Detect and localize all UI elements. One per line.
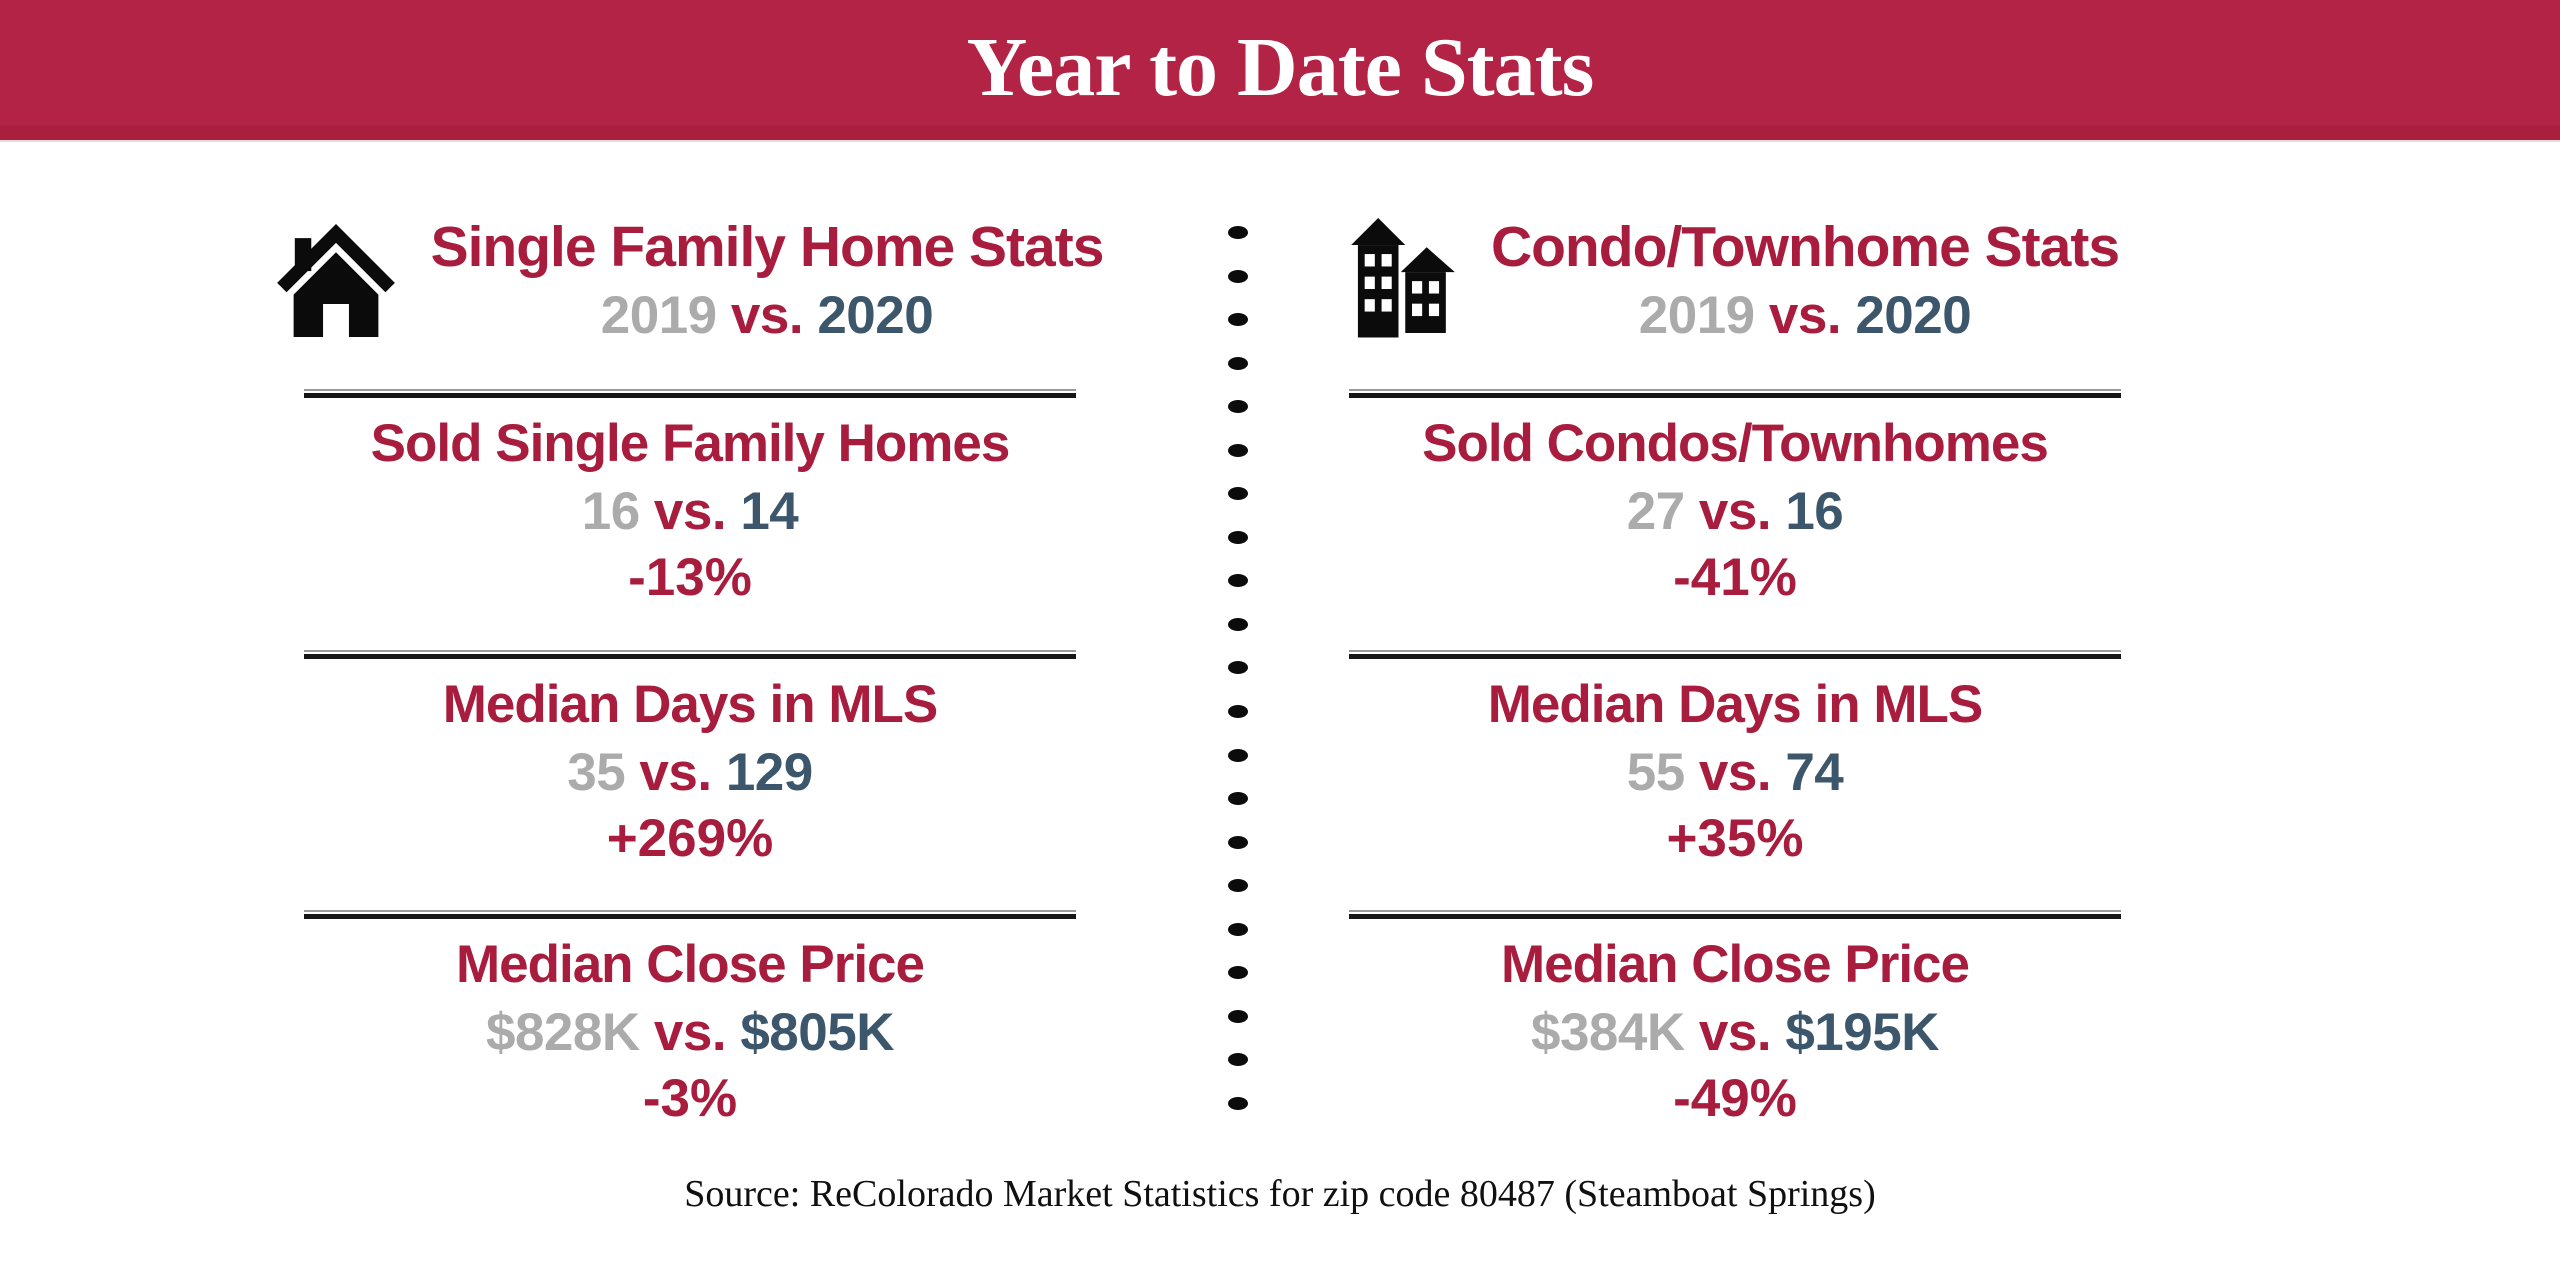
stat-values: 35 vs. 129	[443, 742, 937, 802]
stat-change: +269%	[606, 808, 774, 868]
dot	[1228, 443, 1248, 457]
dot	[1228, 835, 1248, 849]
stat-median-close-price: Median Close Price $384K vs. $195K -49%	[1500, 935, 1970, 1129]
dot	[1228, 748, 1248, 762]
dot	[1228, 792, 1248, 806]
vs-label: vs.	[1698, 482, 1772, 542]
year-2020: 2020	[817, 286, 934, 346]
dot	[1228, 879, 1248, 893]
value-2020: $195K	[1785, 1003, 1939, 1063]
vs-label: vs.	[1698, 742, 1772, 802]
dot	[1228, 487, 1248, 501]
value-2019: $384K	[1530, 1003, 1685, 1063]
value-2019: $828K	[485, 1003, 640, 1063]
stat-median-close-price: Median Close Price $828K vs. $805K -3%	[455, 935, 925, 1129]
year-2019: 2019	[600, 286, 717, 346]
value-2020: $805K	[740, 1003, 894, 1063]
stat-median-days: Median Days in MLS 55 vs. 74 +35%	[1487, 674, 1983, 868]
dotted-divider	[1228, 226, 1248, 1110]
stat-change: -13%	[628, 548, 752, 608]
value-2020: 16	[1785, 482, 1844, 542]
stat-label: Sold Single Family Homes	[370, 414, 1011, 473]
divider	[1349, 389, 2121, 398]
dot	[1228, 1053, 1248, 1067]
value-2020: 74	[1785, 742, 1844, 802]
stat-change: -3%	[642, 1069, 738, 1129]
condo-townhome-column: Condo/Townhome Stats 2019 vs. 2020 Sold …	[1295, 200, 2175, 1142]
dot	[1228, 966, 1248, 980]
divider	[1349, 910, 2121, 920]
stat-values: 16 vs. 14	[371, 484, 1010, 540]
years-line: 2019 vs. 2020	[1491, 288, 2119, 344]
dot	[1228, 269, 1248, 283]
title-bar: Year to Date Stats	[0, 0, 2560, 142]
stat-change: -41%	[1673, 548, 1797, 608]
stat-values: 27 vs. 16	[1422, 484, 2048, 540]
condo-icon	[1351, 218, 1455, 342]
stat-label: Sold Condos/Townhomes	[1422, 414, 2049, 473]
dot	[1228, 574, 1248, 588]
divider	[304, 649, 1076, 659]
condo-townhome-titles: Condo/Townhome Stats 2019 vs. 2020	[1490, 214, 2120, 345]
year-2019: 2019	[1638, 286, 1755, 346]
stat-change: +35%	[1666, 808, 1804, 868]
value-2020: 129	[725, 742, 813, 802]
dot	[1228, 661, 1248, 675]
vs-label: vs.	[639, 742, 712, 802]
divider	[1349, 649, 2121, 659]
stat-label: Median Close Price	[455, 935, 925, 995]
vs-label: vs.	[1698, 1003, 1772, 1063]
stat-values: $828K vs. $805K	[456, 1005, 924, 1061]
house-icon	[276, 223, 395, 337]
stat-median-days: Median Days in MLS 35 vs. 129 +269%	[442, 674, 938, 868]
stat-values: 55 vs. 74	[1488, 742, 1982, 802]
value-2020: 14	[740, 482, 799, 542]
dot	[1228, 530, 1248, 544]
vs-label: vs.	[653, 482, 727, 542]
dot	[1228, 617, 1248, 631]
section-title: Single Family Home Stats	[430, 214, 1105, 279]
vs-label: vs.	[1768, 286, 1842, 346]
dot	[1228, 1009, 1248, 1023]
stat-values: $384K vs. $195K	[1501, 1005, 1969, 1061]
value-2019: 27	[1626, 482, 1685, 542]
single-family-titles: Single Family Home Stats 2019 vs. 2020	[430, 214, 1105, 345]
stat-sold-condos: Sold Condos/Townhomes 27 vs. 16 -41%	[1422, 414, 2049, 608]
divider	[304, 389, 1076, 398]
dot	[1228, 226, 1248, 239]
stat-label: Median Days in MLS	[1487, 674, 1983, 734]
vs-label: vs.	[653, 1003, 727, 1063]
dot	[1228, 313, 1248, 327]
page-title: Year to Date Stats	[966, 20, 1595, 114]
dot	[1228, 400, 1248, 414]
value-2019: 35	[567, 742, 626, 802]
stat-label: Median Close Price	[1500, 935, 1970, 995]
stat-change: -49%	[1673, 1069, 1797, 1129]
value-2019: 55	[1626, 742, 1685, 802]
year-2020: 2020	[1855, 286, 1972, 346]
source-note: Source: ReColorado Market Statistics for…	[684, 1173, 1876, 1215]
dot	[1228, 356, 1248, 370]
stat-label: Median Days in MLS	[442, 674, 938, 734]
section-title: Condo/Townhome Stats	[1490, 214, 2120, 279]
value-2019: 16	[581, 482, 640, 542]
vs-label: vs.	[730, 286, 804, 346]
divider	[304, 910, 1076, 920]
years-line: 2019 vs. 2020	[431, 288, 1104, 344]
single-family-header: Single Family Home Stats 2019 vs. 2020	[276, 200, 1105, 360]
condo-townhome-header: Condo/Townhome Stats 2019 vs. 2020	[1351, 200, 2120, 360]
dot	[1228, 1096, 1248, 1110]
single-family-column: Single Family Home Stats 2019 vs. 2020 S…	[250, 200, 1130, 1142]
dot	[1228, 705, 1248, 719]
stat-sold-single-family: Sold Single Family Homes 16 vs. 14 -13%	[370, 414, 1011, 608]
dot	[1228, 922, 1248, 936]
